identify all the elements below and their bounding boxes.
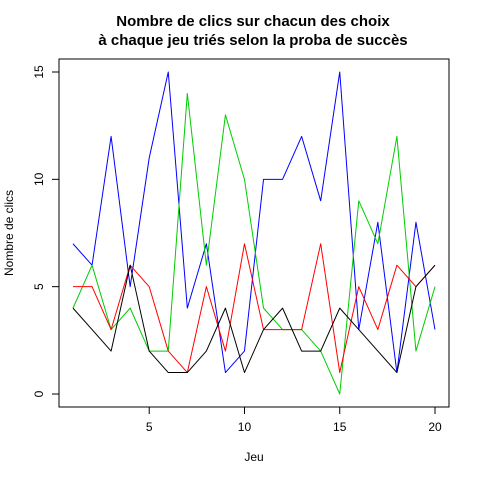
chart-title-line1: Nombre de clics sur chacun des choix <box>116 13 390 30</box>
series-line-2 <box>72 92 436 395</box>
y-tick-label: 10 <box>32 172 46 186</box>
x-axis-label: Jeu <box>244 450 263 464</box>
x-tick-label: 20 <box>428 420 442 434</box>
y-tick-label: 15 <box>32 65 46 79</box>
x-tick-label: 5 <box>146 420 153 434</box>
y-tick-label: 0 <box>32 390 46 397</box>
plot-frame <box>58 58 450 408</box>
chart-title-line2: à chaque jeu triés selon la proba de suc… <box>98 32 407 49</box>
x-tick-label: 10 <box>238 420 252 434</box>
series-layer <box>72 71 436 395</box>
series-line-1 <box>72 71 436 374</box>
y-axis-label: Nombre de clics <box>2 190 16 276</box>
series-line-4 <box>72 264 436 374</box>
x-tick-label: 15 <box>333 420 347 434</box>
y-axis-ticks: 0 5 10 15 <box>32 65 59 397</box>
series-line-3 <box>73 243 436 374</box>
y-tick-label: 5 <box>32 283 46 290</box>
x-axis-ticks: 5 10 15 20 <box>146 407 442 434</box>
